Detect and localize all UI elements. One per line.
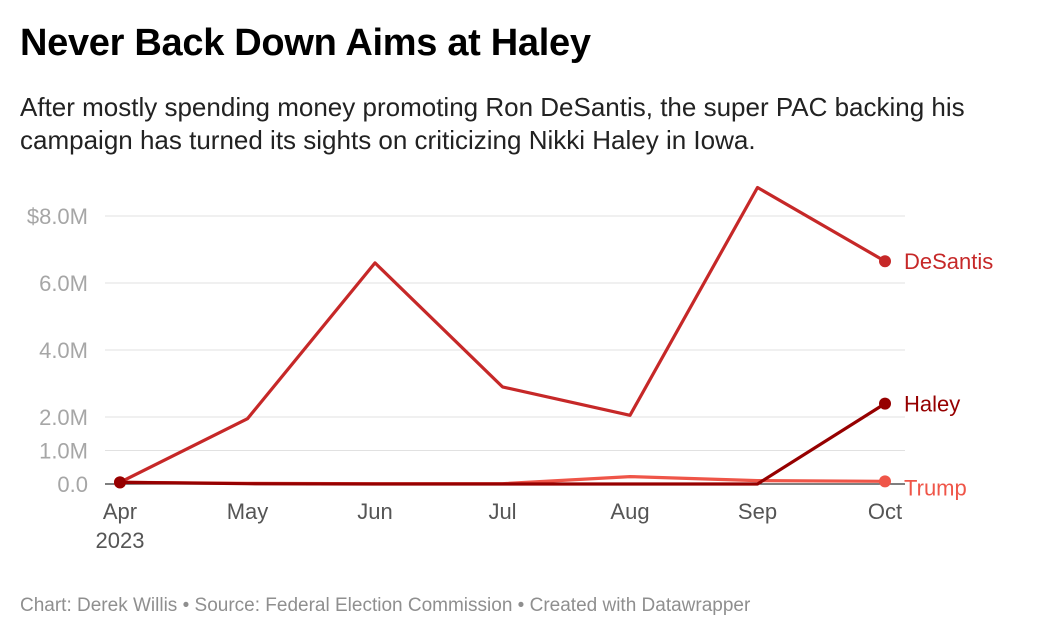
chart-title: Never Back Down Aims at Haley xyxy=(20,22,591,64)
footer-credit: Chart: Derek Willis xyxy=(20,595,178,616)
series-end-point-desantis xyxy=(879,255,891,268)
series-line-haley xyxy=(118,402,887,486)
footer-tool: Created with Datawrapper xyxy=(529,595,751,616)
y-tick-label: 0.0 xyxy=(57,472,88,497)
x-tick-label: Jul xyxy=(488,499,516,524)
x-tick-label: Aug xyxy=(610,499,649,524)
footer-source: Source: Federal Election Commission xyxy=(194,595,513,616)
series-label-trump: Trump xyxy=(904,475,967,500)
x-tick-label: Sep xyxy=(738,499,777,524)
y-tick-label: $8.0M xyxy=(27,204,88,229)
series-lines xyxy=(114,185,891,489)
x-tick-label: Apr xyxy=(103,499,137,524)
series-end-point-trump xyxy=(879,475,891,488)
y-tick-label: 6.0M xyxy=(39,271,88,296)
y-tick-label: 1.0M xyxy=(39,439,88,464)
series-start-point-haley xyxy=(114,476,126,489)
footer-separator: • xyxy=(182,595,190,616)
x-tick-label: Jun xyxy=(357,499,392,524)
x-axis-ticks: Apr May Jun Jul Aug Sep Oct 2023 xyxy=(96,499,903,553)
series-label-desantis: DeSantis xyxy=(904,249,993,274)
x-tick-year-label: 2023 xyxy=(96,528,145,553)
chart-footer: Chart: Derek Willis • Source: Federal El… xyxy=(20,595,750,617)
y-tick-label: 2.0M xyxy=(39,405,88,430)
series-label-haley: Haley xyxy=(904,392,960,417)
series-line-desantis xyxy=(118,185,887,484)
x-tick-label: Oct xyxy=(868,499,902,524)
series-end-point-haley xyxy=(879,397,891,410)
chart-subtitle: After mostly spending money promoting Ro… xyxy=(20,92,965,155)
y-axis-ticks: 0.0 1.0M 2.0M 4.0M 6.0M $8.0M xyxy=(27,204,88,497)
series-labels: DeSantis Trump Haley xyxy=(904,249,993,500)
footer-separator: • xyxy=(517,595,525,616)
x-tick-label: May xyxy=(227,499,269,524)
gridlines xyxy=(105,215,905,485)
y-tick-label: 4.0M xyxy=(39,338,88,363)
